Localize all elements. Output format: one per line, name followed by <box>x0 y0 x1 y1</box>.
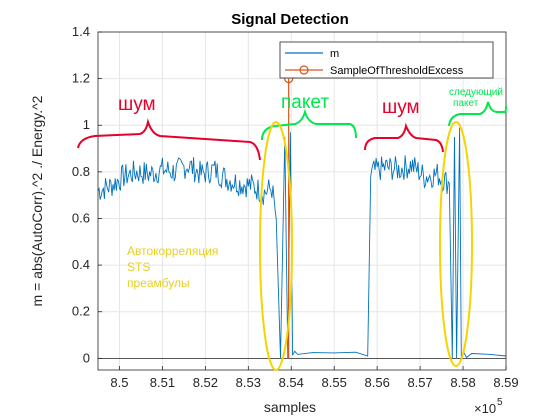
chart-title: Signal Detection <box>231 11 349 28</box>
packet-brace <box>261 108 357 141</box>
tick-labels: 8.5 8.51 8.52 8.53 8.54 8.55 8.56 8.57 8.58 8.59 0… <box>72 24 519 390</box>
y-tick-label: 0.2 <box>72 304 90 319</box>
y-tick-label: 0.4 <box>72 257 90 272</box>
x-tick-label: 8.59 <box>493 375 518 390</box>
x-tick-label: 8.54 <box>279 375 304 390</box>
x-exponent-base: ×10 <box>474 401 496 416</box>
annotation-autocorr-3: преамбулы <box>127 276 190 290</box>
next-packet-brace <box>448 101 507 127</box>
x-axis-label: samples <box>264 399 316 415</box>
legend-marker-sample <box>299 65 309 75</box>
y-tick-label: 0.6 <box>72 210 90 225</box>
annotation-next-packet-1: следующий <box>449 87 503 98</box>
x-tick-label: 8.58 <box>450 375 475 390</box>
plot-area <box>98 32 506 370</box>
y-tick-label: 0.8 <box>72 164 90 179</box>
x-tick-label: 8.56 <box>365 375 390 390</box>
y-tick-label: 1.4 <box>72 24 90 39</box>
x-tick-label: 8.52 <box>193 375 218 390</box>
x-tick-label: 8.51 <box>150 375 175 390</box>
axes-box <box>97 31 507 371</box>
annotation-autocorr-1: Автокорреляция <box>127 244 218 258</box>
annotation-packet: пакет <box>281 92 329 113</box>
legend-label-sample: SampleOfThresholdExcess <box>330 65 464 77</box>
x-tick-label: 8.55 <box>322 375 347 390</box>
y-tick-label: 0 <box>83 350 90 365</box>
annotation-noise-2: шум <box>382 97 420 118</box>
x-exponent-power: 5 <box>497 397 503 408</box>
legend-label-m: m <box>330 48 339 60</box>
y-axis-label: m = abs(AutoCorr).^2 ./ Energy.^2 <box>29 95 45 306</box>
x-tick-label: 8.57 <box>407 375 432 390</box>
legend-box <box>279 41 494 79</box>
annotation-noise-1: шум <box>118 94 156 115</box>
annotation-next-packet-2: пакет <box>453 98 479 109</box>
preamble-ellipse-1 <box>259 121 293 371</box>
series-line-m <box>97 127 507 359</box>
noise-brace-1 <box>77 118 261 161</box>
y-tick-label: 1.2 <box>72 71 90 86</box>
legend: m SampleOfThresholdExcess <box>279 41 494 79</box>
y-tick-label: 1 <box>83 117 90 132</box>
x-tick-label: 8.53 <box>236 375 261 390</box>
preamble-ellipse-2 <box>439 121 473 367</box>
noise-brace-2 <box>364 122 444 153</box>
annotation-autocorr-2: STS <box>127 260 150 274</box>
x-tick-label: 8.5 <box>110 375 128 390</box>
